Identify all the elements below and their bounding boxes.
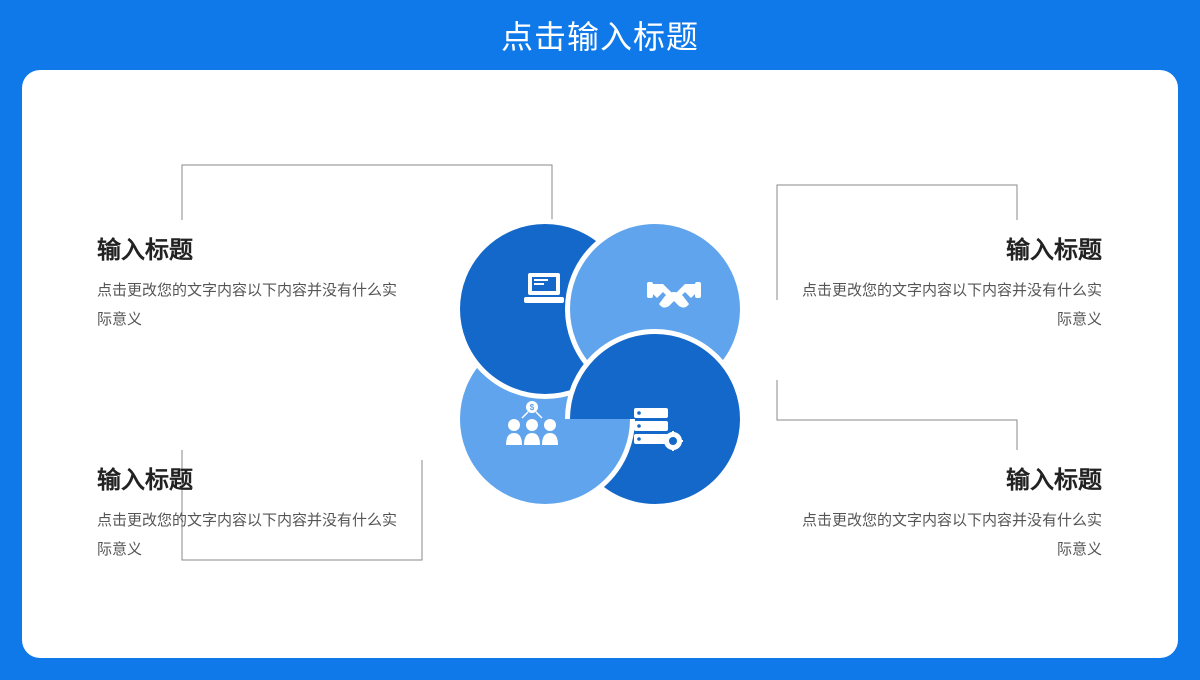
block-desc: 点击更改您的文字内容以下内容并没有什么实际意义 <box>97 507 397 564</box>
server-icon <box>630 404 684 459</box>
block-title: 输入标题 <box>802 460 1102 495</box>
text-block-bl: 输入标题 点击更改您的文字内容以下内容并没有什么实际意义 <box>97 460 397 564</box>
block-desc: 点击更改您的文字内容以下内容并没有什么实际意义 <box>97 277 397 334</box>
block-title: 输入标题 <box>97 230 397 265</box>
laptop-icon <box>520 269 568 318</box>
connector-br <box>777 380 1017 450</box>
page-title: 点击输入标题 <box>501 12 699 58</box>
connector-tl <box>182 165 552 220</box>
text-block-tr: 输入标题 点击更改您的文字内容以下内容并没有什么实际意义 <box>802 230 1102 334</box>
text-block-br: 输入标题 点击更改您的文字内容以下内容并没有什么实际意义 <box>802 460 1102 564</box>
title-bar: 点击输入标题 <box>0 0 1200 70</box>
handshake-icon <box>645 274 703 327</box>
block-desc: 点击更改您的文字内容以下内容并没有什么实际意义 <box>802 507 1102 564</box>
content-card: $ 输入标题 点击更改您的文字内容以下内容并没有什么实际意义 输入标题 点击更改… <box>22 70 1178 658</box>
slide-page: 点击输入标题 <box>0 0 1200 680</box>
text-block-tl: 输入标题 点击更改您的文字内容以下内容并没有什么实际意义 <box>97 230 397 334</box>
svg-text:$: $ <box>530 403 535 412</box>
block-title: 输入标题 <box>97 460 397 495</box>
block-title: 输入标题 <box>802 230 1102 265</box>
block-desc: 点击更改您的文字内容以下内容并没有什么实际意义 <box>802 277 1102 334</box>
team-icon: $ <box>500 399 564 454</box>
